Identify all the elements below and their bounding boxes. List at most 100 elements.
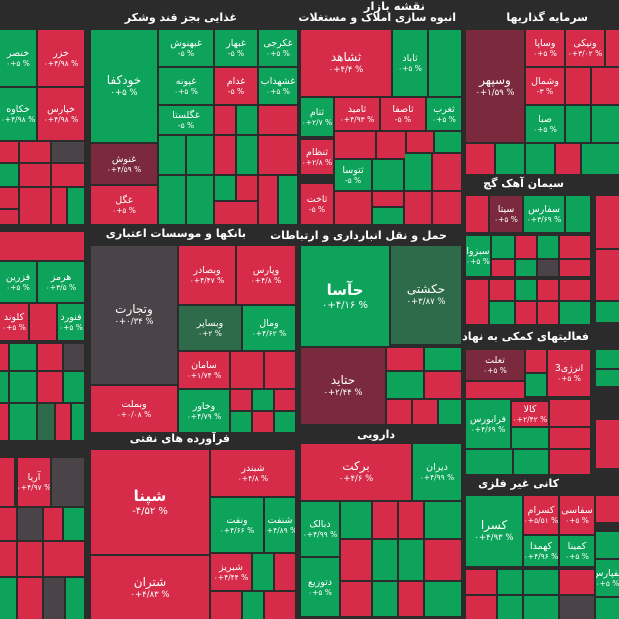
treemap-cell[interactable] [439,400,461,424]
treemap-cell[interactable] [373,192,403,206]
stock-tile[interactable]: فزرین ۰+۵ % [0,262,36,302]
treemap-cell[interactable] [492,260,514,276]
treemap-cell[interactable] [259,106,297,134]
treemap-cell[interactable] [38,404,54,440]
treemap-cell[interactable] [253,554,273,590]
treemap-cell[interactable] [265,592,295,619]
treemap-cell[interactable] [466,382,524,398]
treemap-cell[interactable] [466,570,496,594]
treemap-cell[interactable] [550,450,590,474]
treemap-cell[interactable] [524,596,558,619]
treemap-cell[interactable] [524,570,558,594]
treemap-cell[interactable] [0,142,18,162]
treemap-cell[interactable] [596,598,619,619]
treemap-cell[interactable] [526,144,554,174]
stock-tile[interactable]: حکشتی ۰+۳/۸۷ % [391,246,461,344]
treemap-cell[interactable] [72,404,84,440]
treemap-cell[interactable] [237,106,257,134]
treemap-cell[interactable] [516,280,536,300]
stock-tile[interactable]: کسرا ۰+۴/۹۳ % [466,496,522,566]
treemap-cell[interactable] [516,302,536,324]
treemap-cell[interactable] [0,404,8,440]
treemap-cell[interactable] [237,176,257,200]
treemap-cell[interactable] [231,352,263,388]
treemap-cell[interactable] [425,582,461,616]
stock-tile[interactable]: سبزوا ۰+۵ % [466,236,490,276]
treemap-cell[interactable] [68,188,84,224]
stock-tile[interactable]: صبا ۰+۵ % [526,106,564,142]
treemap-cell[interactable] [0,578,16,619]
treemap-cell[interactable] [514,450,548,474]
treemap-cell[interactable] [596,532,619,558]
stock-tile[interactable]: برکت ۰+۴/۶ % [301,444,411,500]
treemap-cell[interactable] [10,344,36,370]
treemap-cell[interactable] [38,372,62,402]
stock-tile[interactable]: خنصر ۰+۵ % [0,30,36,86]
treemap-cell[interactable] [516,236,536,258]
treemap-cell[interactable] [538,280,558,300]
stock-tile[interactable]: وبصادر ۰+۴/۴۷ % [179,246,235,304]
treemap-cell[interactable] [0,188,18,208]
stock-tile[interactable]: خپارس ۰+۴/۹۸ % [38,88,84,140]
stock-tile[interactable]: فنورد ۰+۵ % [58,304,84,340]
treemap-cell[interactable] [52,188,66,224]
stock-tile[interactable]: وبساپر ۰+۲ % [179,306,241,350]
treemap-cell[interactable] [275,390,295,410]
treemap-cell[interactable] [466,280,488,324]
treemap-cell[interactable] [592,106,619,142]
treemap-cell[interactable] [215,176,235,200]
stock-tile[interactable]: سفاسی ۰+۵ % [560,496,594,534]
stock-tile[interactable]: کلوند ۰+۵ % [0,304,28,340]
stock-tile[interactable]: کسرام ۰+۵/۵۱ % [524,496,558,534]
stock-tile[interactable]: وپارس ۰+۴/۸ % [237,246,295,304]
treemap-cell[interactable] [20,188,50,224]
treemap-cell[interactable] [425,540,461,580]
treemap-cell[interactable] [405,154,431,190]
treemap-cell[interactable] [18,542,42,576]
treemap-cell[interactable] [341,540,371,580]
treemap-cell[interactable] [466,144,494,174]
treemap-cell[interactable] [560,570,594,594]
treemap-cell[interactable] [215,106,235,134]
treemap-cell[interactable] [373,160,403,190]
stock-tile[interactable]: ثاخت -۵ % [301,184,333,224]
stock-tile[interactable]: آریا ۰+۴/۹۷ % [18,458,50,506]
stock-tile[interactable]: کالا ۰+۲/۴۲ % [512,402,548,426]
treemap-cell[interactable] [0,344,8,370]
treemap-cell[interactable] [596,420,619,468]
stock-tile[interactable]: غشهداب ۰+۵ % [259,68,297,104]
stock-tile[interactable]: ثنظام ۰+۲/۸ % [301,140,333,174]
treemap-cell[interactable] [429,30,461,96]
treemap-cell[interactable] [516,260,536,276]
stock-tile[interactable]: دیران ۰+۴/۹۹ % [413,444,461,500]
stock-tile[interactable]: فرابورس ۰+۴/۶۹ % [466,400,510,448]
treemap-cell[interactable] [52,458,84,506]
treemap-cell[interactable] [187,176,213,224]
treemap-cell[interactable] [413,400,437,424]
treemap-cell[interactable] [466,196,488,232]
treemap-cell[interactable] [538,302,558,324]
stock-tile[interactable]: ثغرب ۰+۵ % [427,98,461,130]
stock-tile[interactable]: ونفت ۰+۴/۶۶ % [211,498,263,552]
treemap-cell[interactable] [0,542,16,576]
treemap-cell[interactable] [231,390,251,410]
treemap-cell[interactable] [253,390,273,410]
treemap-cell[interactable] [538,236,558,258]
treemap-cell[interactable] [373,540,397,580]
stock-tile[interactable]: غکرجی ۰+۵ % [259,30,297,66]
stock-tile[interactable]: خزر ۰+۴/۹۸ % [38,30,84,86]
stock-tile[interactable]: هرمز ۰+۳/۵ % [38,262,84,302]
treemap-cell[interactable] [387,348,423,370]
treemap-cell[interactable] [159,176,185,224]
treemap-cell[interactable] [566,196,590,232]
stock-tile[interactable]: غنوش ۰+۴/۵۹ % [91,144,157,184]
treemap-cell[interactable] [387,400,411,424]
treemap-cell[interactable] [560,260,590,276]
stock-tile[interactable]: شبریز ۰+۴/۴۴ % [211,554,251,590]
treemap-cell[interactable] [435,132,461,152]
treemap-cell[interactable] [596,302,619,322]
stock-tile[interactable]: سیتا ۰+۵ % [490,196,522,232]
stock-tile[interactable]: وخاور ۰+۴/۷۹ % [179,390,229,432]
treemap-cell[interactable] [56,404,70,440]
